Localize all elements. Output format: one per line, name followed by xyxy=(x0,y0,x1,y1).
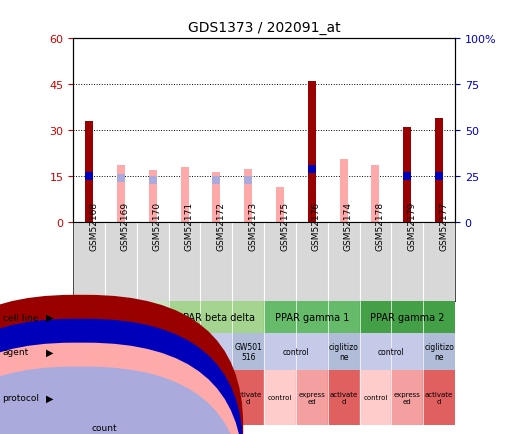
Bar xyxy=(168,370,200,425)
Bar xyxy=(371,165,380,222)
Bar xyxy=(423,334,455,370)
Bar xyxy=(137,334,168,370)
Text: GSM52170: GSM52170 xyxy=(153,202,162,251)
Bar xyxy=(308,82,316,222)
Text: control: control xyxy=(187,347,214,356)
Text: count: count xyxy=(92,423,117,432)
Text: control: control xyxy=(77,395,101,401)
Text: control: control xyxy=(268,395,292,401)
Text: express
ed: express ed xyxy=(203,391,230,404)
Text: GSM52177: GSM52177 xyxy=(439,202,448,251)
Text: express
ed: express ed xyxy=(108,391,134,404)
Bar xyxy=(212,177,220,184)
Bar xyxy=(308,165,316,173)
Bar xyxy=(391,370,423,425)
Text: GSM52174: GSM52174 xyxy=(344,202,353,251)
Text: GSM52172: GSM52172 xyxy=(217,202,225,251)
Bar xyxy=(212,173,220,222)
Text: activate
d: activate d xyxy=(139,391,167,404)
Text: GSM52178: GSM52178 xyxy=(376,202,384,251)
Bar xyxy=(264,334,328,370)
Bar xyxy=(403,128,411,222)
Bar xyxy=(137,370,168,425)
Text: ciglitizo
ne: ciglitizo ne xyxy=(329,342,359,362)
Bar xyxy=(73,301,168,334)
Bar xyxy=(328,370,360,425)
Text: ▶: ▶ xyxy=(46,392,53,402)
Bar xyxy=(73,432,85,434)
Bar xyxy=(168,301,264,334)
Bar xyxy=(264,370,296,425)
Bar xyxy=(232,370,264,425)
Bar xyxy=(360,370,391,425)
Title: GDS1373 / 202091_at: GDS1373 / 202091_at xyxy=(188,21,340,35)
Text: GSM52169: GSM52169 xyxy=(121,202,130,251)
Bar xyxy=(73,370,105,425)
Text: activate
d: activate d xyxy=(425,391,453,404)
Text: PPAR beta delta: PPAR beta delta xyxy=(177,312,255,322)
Bar xyxy=(168,334,232,370)
Text: ▶: ▶ xyxy=(46,347,53,357)
Text: express
ed: express ed xyxy=(394,391,420,404)
Bar xyxy=(423,370,455,425)
Bar xyxy=(200,370,232,425)
Text: control: control xyxy=(363,395,388,401)
Text: GSM52173: GSM52173 xyxy=(248,202,257,251)
Text: ciglitizo
ne: ciglitizo ne xyxy=(424,342,454,362)
Text: GSM52168: GSM52168 xyxy=(89,202,98,251)
Text: count: count xyxy=(90,429,118,434)
Bar xyxy=(276,187,284,222)
Bar xyxy=(339,160,348,222)
Bar xyxy=(403,173,411,181)
Text: agent: agent xyxy=(3,347,29,356)
Text: express
ed: express ed xyxy=(299,391,325,404)
Text: control: control xyxy=(378,347,405,356)
Bar xyxy=(85,122,93,222)
Bar xyxy=(117,175,125,182)
Bar xyxy=(360,301,455,334)
Text: control: control xyxy=(92,347,118,356)
Text: ▶: ▶ xyxy=(46,312,53,322)
Bar xyxy=(264,301,360,334)
Text: PPAR gamma 2: PPAR gamma 2 xyxy=(370,312,445,322)
Text: GW501
516: GW501 516 xyxy=(234,342,262,362)
Text: activate
d: activate d xyxy=(329,391,358,404)
Text: cell line: cell line xyxy=(3,313,38,322)
Bar xyxy=(435,118,443,222)
Text: control: control xyxy=(282,347,309,356)
Text: activate
d: activate d xyxy=(234,391,263,404)
Bar xyxy=(85,173,93,181)
Text: protocol: protocol xyxy=(3,393,40,402)
Text: fenofibri
c acid: fenofibri c acid xyxy=(137,342,169,362)
Text: PPAR gamma 1: PPAR gamma 1 xyxy=(275,312,349,322)
Bar xyxy=(232,334,264,370)
Bar xyxy=(244,169,252,222)
Bar xyxy=(435,173,443,181)
Bar xyxy=(296,370,328,425)
Text: GSM52179: GSM52179 xyxy=(407,202,416,251)
Bar xyxy=(105,370,137,425)
Bar xyxy=(149,171,157,222)
Bar xyxy=(73,334,137,370)
Text: GSM52175: GSM52175 xyxy=(280,202,289,251)
Text: GSM52176: GSM52176 xyxy=(312,202,321,251)
Bar xyxy=(328,334,360,370)
Bar xyxy=(180,168,189,222)
Text: GSM52171: GSM52171 xyxy=(185,202,194,251)
Bar xyxy=(117,165,125,222)
Bar xyxy=(149,177,157,184)
Bar xyxy=(360,334,423,370)
Bar xyxy=(244,177,252,184)
Text: control: control xyxy=(173,395,197,401)
Text: PPAR alpha: PPAR alpha xyxy=(93,312,149,322)
